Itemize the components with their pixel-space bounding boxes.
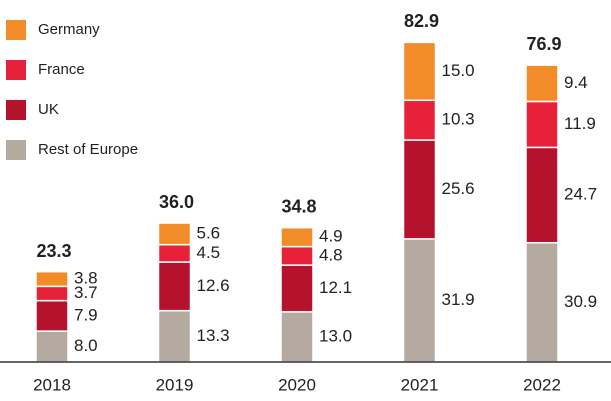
bar-segment: [525, 64, 559, 103]
value-label: 30.9: [564, 292, 597, 311]
value-label: 25.6: [442, 179, 475, 198]
value-label: 31.9: [442, 290, 475, 309]
x-tick-label: 2019: [156, 375, 194, 394]
bar-segment: [525, 100, 559, 149]
total-label: 76.9: [526, 34, 561, 54]
bar-segment: [157, 243, 192, 263]
total-label: 82.9: [404, 11, 439, 31]
total-label: 36.0: [159, 192, 194, 212]
legend-label: France: [38, 61, 85, 78]
value-label: 13.0: [319, 326, 352, 345]
x-tick-label: 2021: [401, 375, 439, 394]
value-label: 9.4: [564, 73, 588, 92]
value-label: 5.6: [197, 223, 221, 242]
value-label: 11.9: [564, 114, 596, 133]
bar-segment: [280, 264, 314, 313]
bar-segment: [35, 299, 69, 332]
value-label: 4.8: [319, 245, 343, 264]
bar-segment: [280, 226, 314, 248]
bar-segment: [402, 238, 437, 363]
legend-swatch: [6, 60, 26, 80]
value-label: 4.9: [319, 227, 343, 246]
x-tick-label: 2020: [278, 375, 316, 394]
value-label: 13.3: [197, 326, 230, 345]
bar-segment: [35, 330, 69, 363]
value-label: 15.0: [442, 61, 475, 80]
legend-label: Germany: [38, 21, 100, 38]
bar-segment: [402, 41, 437, 102]
legend-swatch: [6, 140, 26, 160]
value-label: 12.6: [197, 276, 230, 295]
x-tick-label: 2022: [523, 375, 561, 394]
total-label: 23.3: [36, 241, 71, 261]
value-label: 3.8: [74, 268, 98, 287]
x-tick-label: 2018: [33, 375, 71, 394]
bar-segment: [157, 261, 192, 312]
bar-segment: [35, 285, 69, 302]
legend-label: Rest of Europe: [38, 141, 138, 158]
bar-segment: [157, 222, 192, 246]
value-label: 8.0: [74, 336, 98, 355]
bar-segment: [35, 270, 69, 288]
bar-segment: [280, 245, 314, 266]
value-label: 10.3: [442, 110, 475, 129]
bar-segment: [525, 241, 559, 363]
value-label: 7.9: [74, 305, 98, 324]
bar-segment: [402, 99, 437, 141]
value-label: 12.1: [319, 278, 352, 297]
legend-swatch: [6, 100, 26, 120]
bar-segment: [280, 311, 314, 363]
value-label: 3.7: [74, 283, 98, 302]
value-label: 4.5: [197, 243, 221, 262]
bar-segment: [525, 146, 559, 244]
legend-label: UK: [38, 101, 59, 118]
total-label: 34.8: [281, 196, 316, 216]
value-label: 24.7: [564, 185, 597, 204]
legend-swatch: [6, 20, 26, 40]
bar-segment: [157, 309, 192, 363]
bar-segment: [402, 139, 437, 240]
